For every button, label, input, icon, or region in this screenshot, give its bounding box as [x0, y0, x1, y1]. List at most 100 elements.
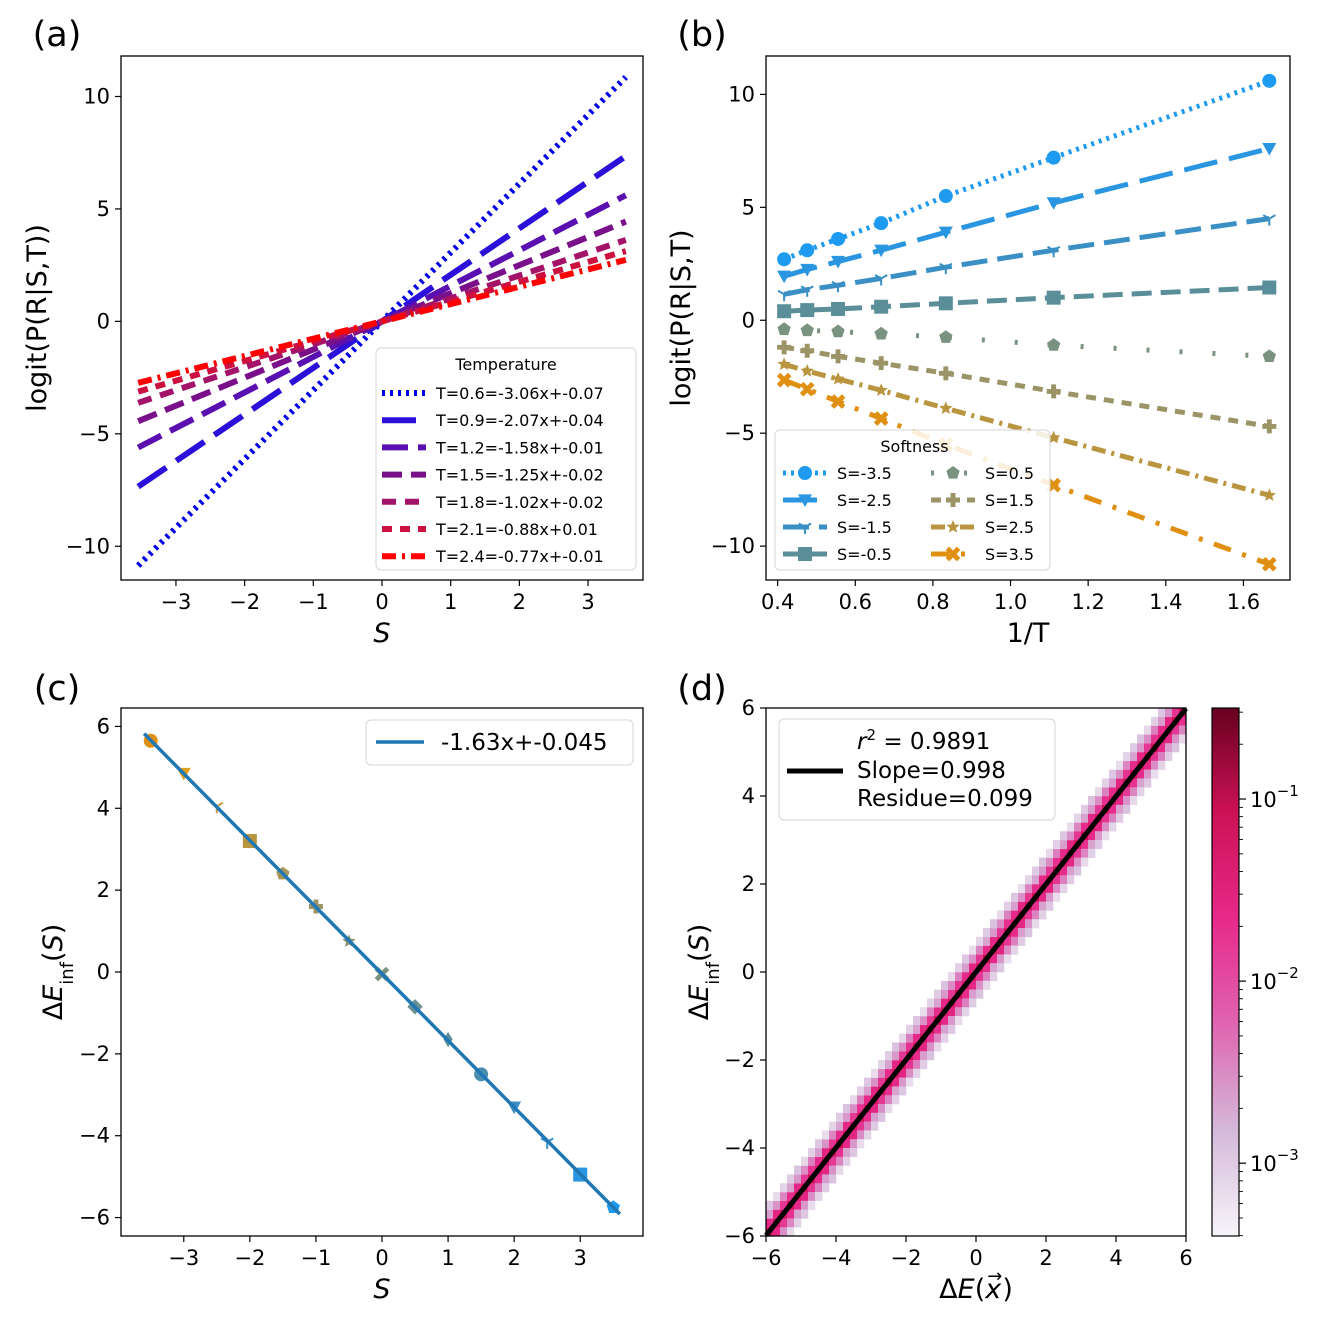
heatmap-cell: [1081, 813, 1089, 823]
heatmap-cell: [899, 1086, 907, 1096]
heatmap-cell: [773, 1200, 781, 1210]
heatmap-cell: [1011, 910, 1019, 920]
series-2: [777, 214, 1276, 302]
colorbar-tick-label: 10−2: [1250, 964, 1299, 994]
heatmap-cell: [857, 1086, 865, 1096]
heatmap-cell: [892, 1042, 900, 1052]
data-point: [777, 252, 792, 267]
legend-marker-3: [798, 547, 812, 561]
heatmap-cell: [857, 1095, 865, 1105]
series-0: [777, 73, 1277, 267]
panel-b-xtick-label: 0.8: [916, 590, 949, 614]
heatmap-cell: [780, 1183, 788, 1193]
panel-d-xtick-label: −4: [821, 1246, 852, 1270]
panel-a-ylabel: logit(P(R|S,T)): [22, 224, 53, 412]
data-point: [831, 231, 846, 246]
colorbar-tick-label: 10−1: [1250, 782, 1299, 812]
data-point: [939, 401, 953, 415]
panel-c-ytick-label: 2: [97, 878, 110, 902]
panel-d-xtick-label: 2: [1039, 1246, 1052, 1270]
legend-entry-5: S=1.5: [985, 491, 1034, 510]
heatmap-cell: [1165, 734, 1173, 744]
heatmap-cell: [1095, 787, 1103, 797]
heatmap-cell: [766, 1218, 774, 1228]
heatmap-cell: [1130, 752, 1138, 762]
heatmap-cell: [969, 980, 977, 990]
heatmap-cell: [1151, 734, 1159, 744]
heatmap-cell: [1046, 901, 1054, 911]
heatmap-cell: [878, 1068, 886, 1078]
panel-b-label: (b): [677, 15, 727, 55]
heatmap-cell: [997, 945, 1005, 955]
legend-entry-1: T=0.9=-2.07x+-0.04: [435, 411, 604, 430]
heatmap-cell: [871, 1121, 879, 1131]
heatmap-cell: [822, 1174, 830, 1184]
panel-c-xtick-label: −2: [234, 1246, 265, 1270]
heatmap-cell: [1011, 928, 1019, 938]
heatmap-cell: [808, 1148, 816, 1158]
heatmap-cell: [1011, 901, 1019, 911]
data-point: [874, 383, 888, 396]
panel-b-xlabel: 1/T: [1007, 618, 1050, 649]
heatmap-cell: [1032, 910, 1040, 920]
heatmap-cell: [906, 1033, 914, 1043]
panel-b-frame: [765, 55, 1291, 581]
heatmap-cell: [857, 1139, 865, 1149]
heatmap-cell: [857, 1121, 865, 1131]
data-point: [800, 263, 815, 277]
heatmap-cell: [934, 998, 942, 1008]
heatmap-cell: [1032, 875, 1040, 885]
data-point: [1046, 197, 1061, 210]
heatmap-cell: [969, 954, 977, 964]
heatmap-cell: [1039, 892, 1047, 902]
heatmap-cell: [794, 1209, 802, 1219]
heatmap-cell: [1004, 910, 1012, 920]
heatmap-cell: [829, 1156, 837, 1166]
legend-marker-5: [946, 493, 960, 507]
panel-b-legend-title: Softness: [880, 437, 948, 456]
heatmap-cell: [773, 1209, 781, 1219]
panel-c-xtick-label: 2: [507, 1246, 520, 1270]
heatmap-cell: [1074, 848, 1082, 858]
heatmap-cell: [1109, 804, 1117, 814]
heatmap-cell: [766, 1200, 774, 1210]
heatmap-cell: [906, 1077, 914, 1087]
data-point: [777, 357, 791, 370]
heatmap-cell: [927, 1051, 935, 1061]
data-point: [800, 285, 814, 297]
heatmap-cell: [815, 1139, 823, 1149]
heatmap-cells: [766, 708, 1187, 1237]
series-4: [777, 322, 1276, 363]
heatmap-cell: [850, 1104, 858, 1114]
heatmap-cell: [1095, 804, 1103, 814]
legend-entry-6: S=2.5: [985, 518, 1034, 537]
heatmap-cell: [843, 1112, 851, 1122]
heatmap-cell: [1004, 936, 1012, 946]
heatmap-cell: [1081, 840, 1089, 850]
data-point: [1261, 556, 1277, 572]
panel-c-ytick-label: −4: [79, 1124, 110, 1148]
heatmap-cell: [836, 1112, 844, 1122]
legend-entry-7: S=3.5: [985, 545, 1034, 564]
heatmap-cell: [927, 1007, 935, 1017]
series-line-5: [783, 344, 1270, 429]
heatmap-cell: [1088, 831, 1096, 841]
data-point: [939, 262, 953, 275]
heatmap-cell: [1172, 708, 1180, 718]
heatmap-cell: [829, 1121, 837, 1131]
data-point: [938, 189, 953, 204]
heatmap-cell: [1095, 822, 1103, 832]
heatmap-cell: [913, 1060, 921, 1070]
data-point: [777, 322, 791, 335]
heatmap-cell: [808, 1156, 816, 1166]
panel-d-xtick-label: 4: [1109, 1246, 1122, 1270]
heatmap-cell: [815, 1174, 823, 1184]
heatmap-cell: [864, 1077, 872, 1087]
heatmap-cell: [1067, 831, 1075, 841]
heatmap-cell: [1088, 813, 1096, 823]
heatmap-cell: [1095, 840, 1103, 850]
heatmap-cell: [990, 928, 998, 938]
panel-c-ytick-label: 4: [97, 796, 110, 820]
panel-a-xtick-label: 3: [581, 590, 594, 614]
data-point: [831, 371, 845, 385]
